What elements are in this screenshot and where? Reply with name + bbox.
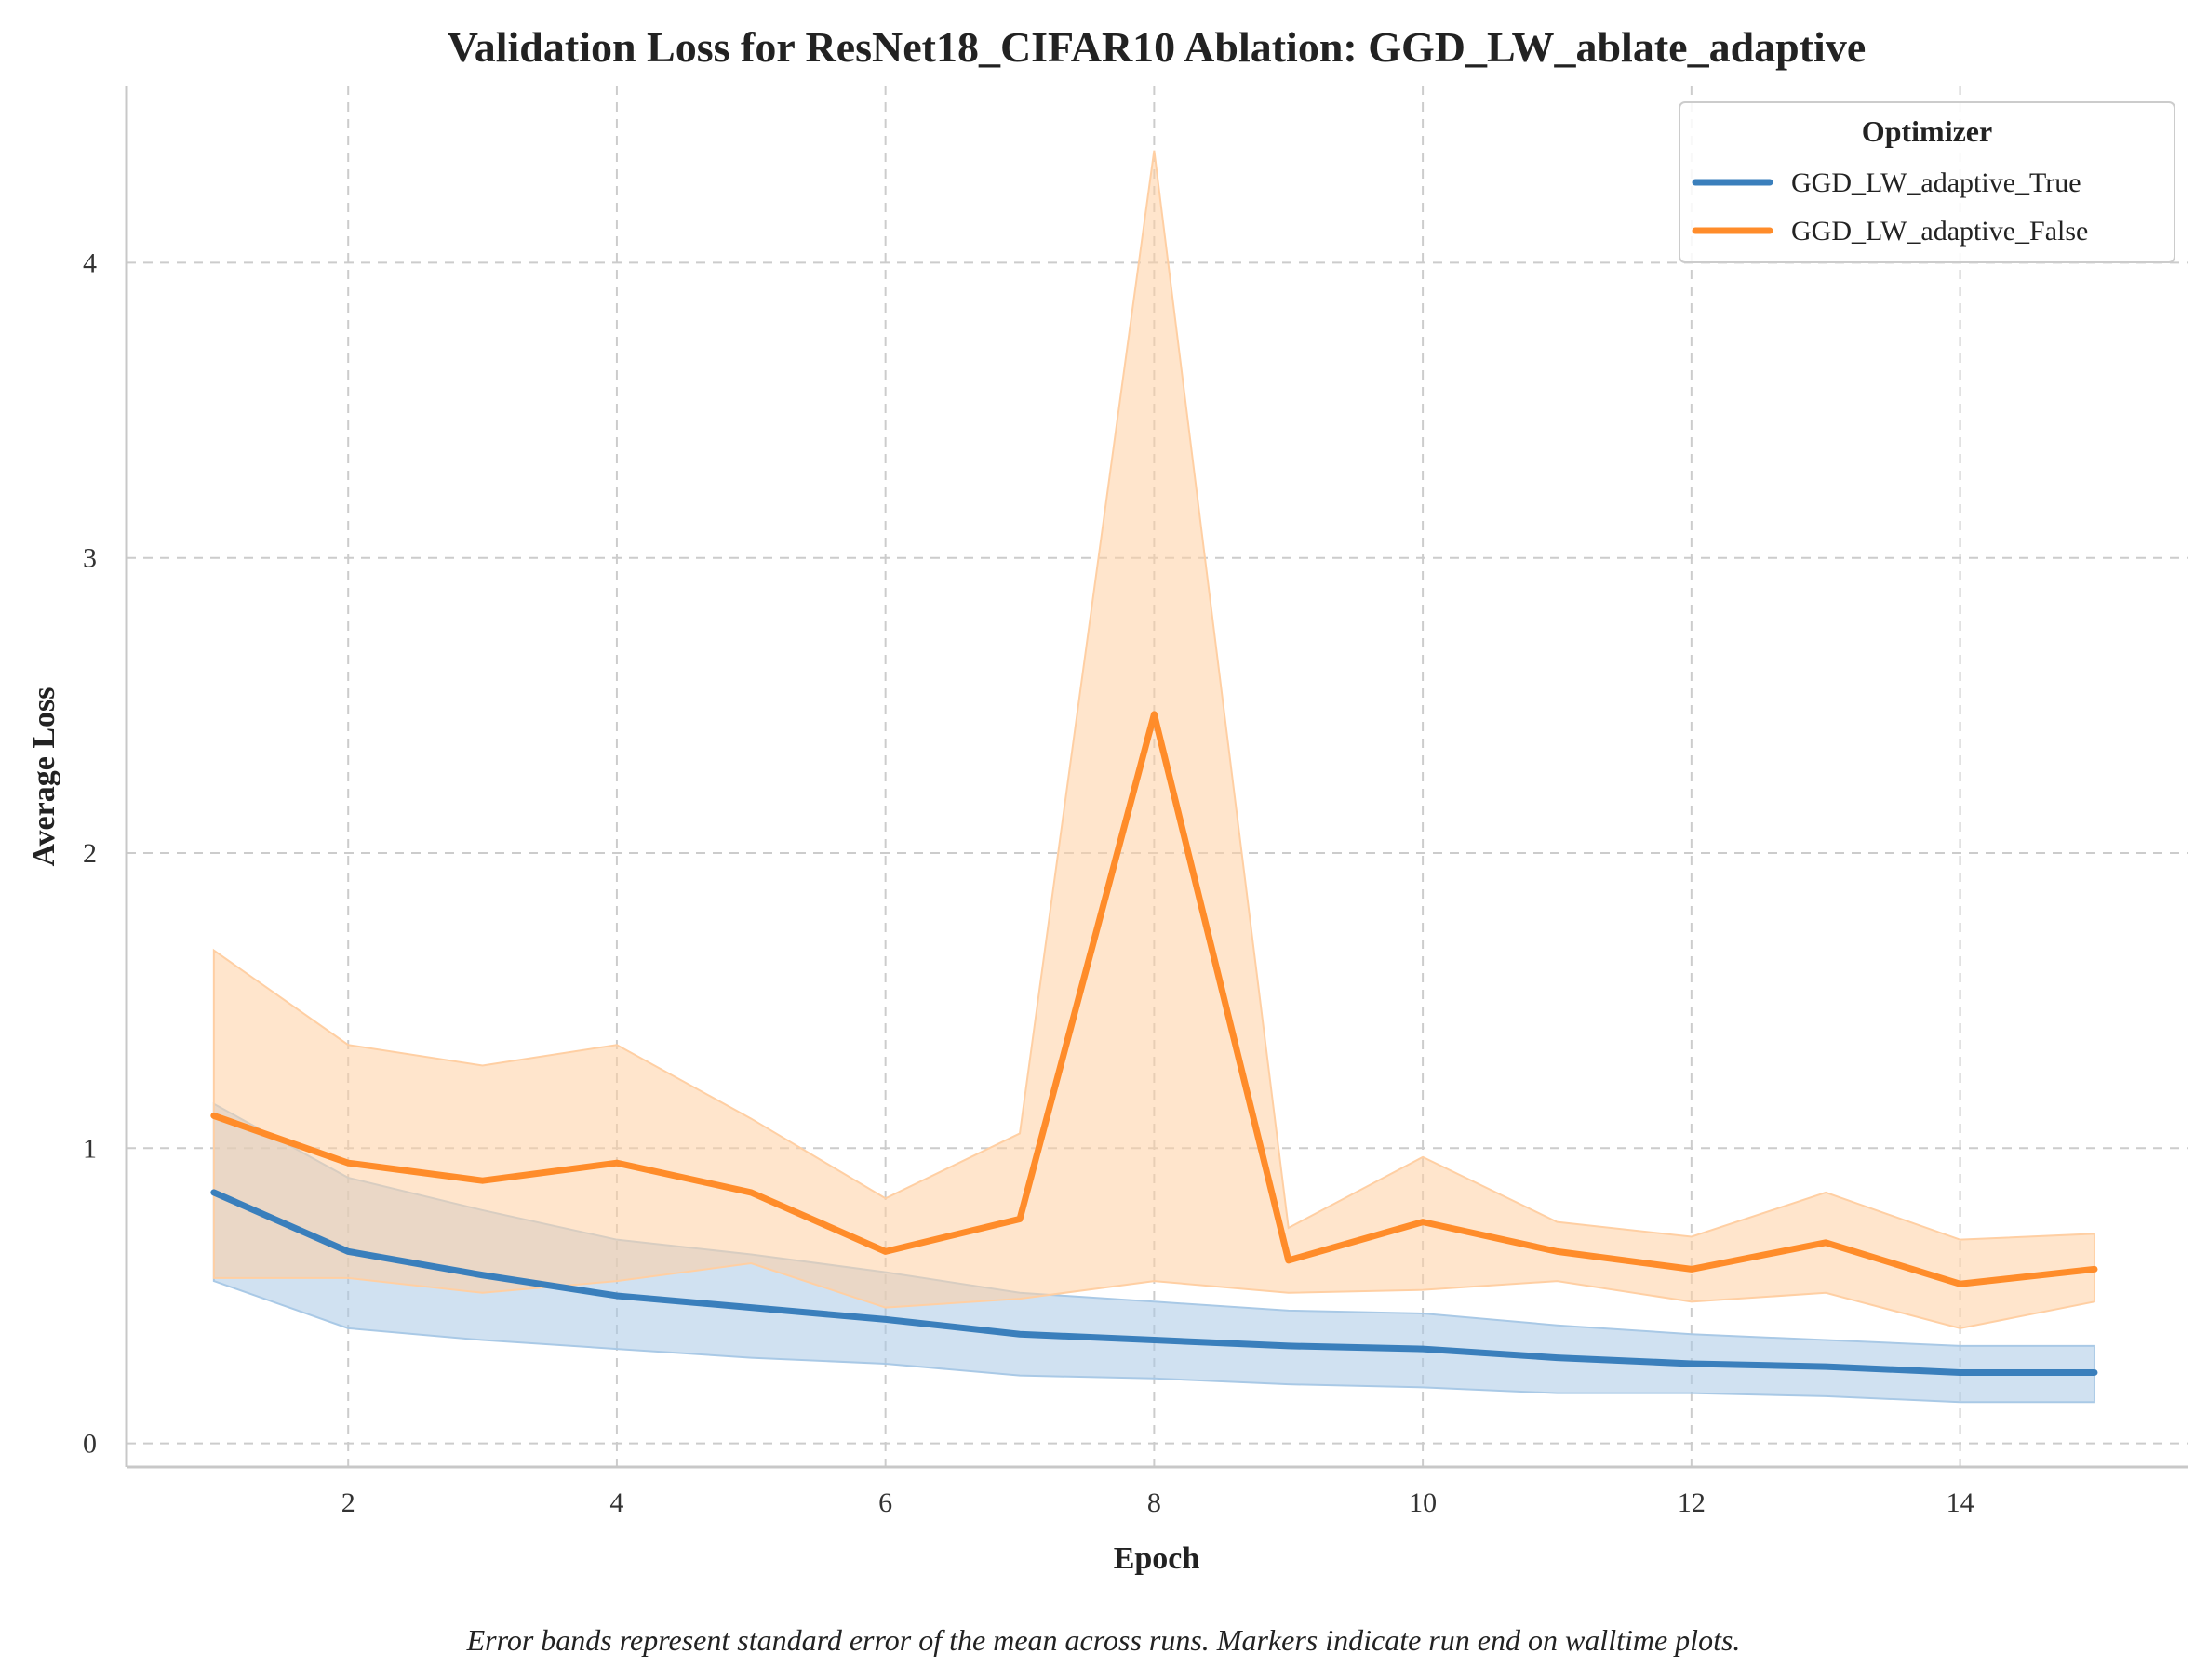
- y-tick-label: 0: [83, 1429, 97, 1460]
- y-axis-label: Average Loss: [27, 687, 61, 867]
- y-tick-label: 4: [83, 247, 97, 278]
- x-tick-label: 10: [1409, 1487, 1437, 1518]
- error-bands: [212, 150, 2095, 1404]
- x-tick-label: 12: [1678, 1487, 1706, 1518]
- legend-entry-true: GGD_LW_adaptive_True: [1791, 167, 2081, 198]
- x-tick-label: 8: [1147, 1487, 1161, 1518]
- legend-title: Optimizer: [1862, 114, 1992, 148]
- series-line-1: [210, 711, 2098, 1287]
- chart-caption: Error bands represent standard error of …: [466, 1623, 1741, 1657]
- series-lines: [210, 711, 2098, 1376]
- x-axis-label: Epoch: [1114, 1541, 1200, 1576]
- legend-box: [1679, 101, 2175, 263]
- y-tick-label: 2: [83, 838, 97, 869]
- legend-entry-false: GGD_LW_adaptive_False: [1791, 216, 2088, 247]
- x-tick-label: 2: [341, 1487, 355, 1518]
- y-tick-label: 3: [83, 543, 97, 574]
- series-line-0: [210, 1189, 2098, 1376]
- legend: Optimizer GGD_LW_adaptive_True GGD_LW_ad…: [1679, 101, 2175, 263]
- y-tick-label: 1: [83, 1133, 97, 1164]
- x-tick-label: 4: [609, 1487, 623, 1518]
- x-tick-label: 6: [878, 1487, 892, 1518]
- x-tick-label: 14: [1947, 1487, 1974, 1518]
- chart-title: Validation Loss for ResNet18_CIFAR10 Abl…: [448, 23, 1867, 71]
- error-band-1: [212, 150, 2095, 1329]
